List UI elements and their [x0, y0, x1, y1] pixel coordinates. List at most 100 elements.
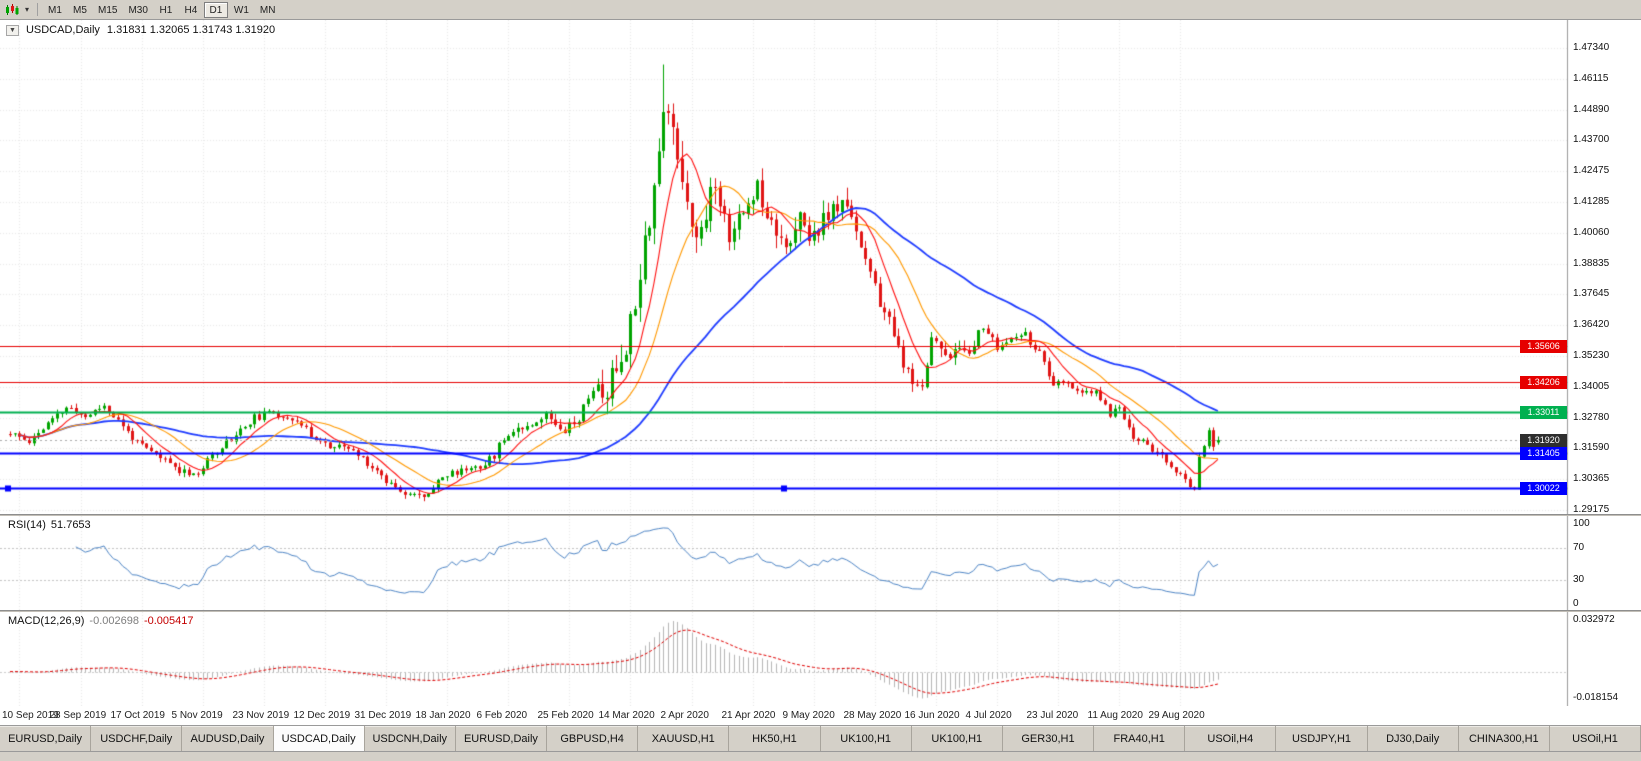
time-axis-label: 25 Feb 2020: [537, 710, 594, 721]
chart-ohlc-values: 1.31831 1.32065 1.31743 1.31920: [106, 24, 276, 36]
chart-tab-4-usdcnh-daily[interactable]: USDCNH,Daily: [364, 726, 456, 751]
price-axis-tick: 1.35230: [1573, 350, 1610, 361]
chart-tab-9-uk100-h1[interactable]: UK100,H1: [820, 726, 912, 751]
time-axis-label: 6 Feb 2020: [476, 710, 528, 721]
time-axis-label: 28 May 2020: [843, 710, 902, 721]
chart-tab-7-xauusd-h1[interactable]: XAUUSD,H1: [638, 726, 730, 751]
chart-tab-3-usdcad-daily[interactable]: USDCAD,Daily: [273, 726, 365, 751]
time-axis-label: 2 Apr 2020: [660, 710, 709, 721]
timeframe-button-m30[interactable]: M30: [128, 4, 148, 16]
rsi-axis-tick: 30: [1573, 574, 1585, 585]
chart-tab-8-hk50-h1[interactable]: HK50,H1: [729, 726, 821, 751]
time-axis-label: 29 Aug 2020: [1148, 710, 1205, 721]
macd-axis-tick: 0.032972: [1573, 614, 1615, 625]
time-axis-label: 11 Aug 2020: [1087, 710, 1143, 721]
price-axis-tick: 1.30365: [1573, 473, 1610, 485]
chart-type-dropdown-icon[interactable]: ▾: [24, 5, 29, 14]
time-axis-label: 28 Sep 2019: [49, 710, 107, 721]
chart-tab-2-audusd-daily[interactable]: AUDUSD,Daily: [182, 726, 274, 751]
price-axis-tick: 1.34005: [1573, 380, 1610, 392]
timeframe-button-m1[interactable]: M1: [48, 4, 62, 16]
chart-tab-12-fra40-h1[interactable]: FRA40,H1: [1094, 726, 1186, 751]
timeframe-buttons: M1 M5 M15 M30 H1 H4 D1 W1 MN: [43, 1, 280, 18]
chart-tab-17-usoil-h1[interactable]: USOil,H1: [1549, 726, 1641, 751]
price-axis-tick: 1.41285: [1573, 196, 1610, 207]
rsi-panel: RSI(14) 51.7653 100 70 30 0: [0, 516, 1641, 610]
symbol-dropdown-icon[interactable]: ▼: [6, 24, 19, 36]
time-axis[interactable]: 10 Sep 2019 28 Sep 2019 17 Oct 2019 5 Nov 2…: [0, 706, 1641, 726]
macd-label: MACD(12,26,9) -0.002698 -0.005417: [8, 615, 194, 627]
price-line-label: 1.30022: [1520, 482, 1567, 495]
rsi-label: RSI(14) 51.7653: [8, 519, 91, 531]
price-axis-tick: 1.29175: [1573, 504, 1610, 515]
time-axis-label: 12 Dec 2019: [293, 710, 351, 721]
chart-tab-1-usdchf-daily[interactable]: USDCHF,Daily: [91, 726, 183, 751]
panel-divider[interactable]: [0, 610, 1641, 612]
price-axis-tick: 1.40060: [1573, 226, 1610, 238]
time-axis-label: 5 Nov 2019: [171, 710, 223, 721]
timeframe-button-m15[interactable]: M15: [98, 4, 118, 16]
chart-tab-15-dj30-daily[interactable]: DJ30,Daily: [1367, 726, 1459, 751]
time-axis-label: 9 May 2020: [782, 710, 835, 721]
timeframes-toolbar: ▾ M1 M5 M15 M30 H1 H4 D1 W1 MN: [0, 0, 1641, 20]
chart-tab-5-eurusd-daily[interactable]: EURUSD,Daily: [455, 726, 548, 751]
price-line-label: 1.34206: [1520, 376, 1567, 389]
time-axis-label: 14 Mar 2020: [598, 710, 655, 721]
chart-symbol-label: USDCAD,Daily: [25, 24, 100, 36]
rsi-axis-tick: 70: [1573, 542, 1585, 553]
rsi-axis-tick: 0: [1573, 598, 1579, 609]
price-scale[interactable]: 1.47340 1.46115 1.44890 1.43700 1.42475 1.412…: [1567, 20, 1641, 515]
price-axis-tick: 1.44890: [1573, 103, 1610, 115]
candlestick-glyph: [6, 3, 19, 15]
price-axis-tick: 1.43700: [1573, 134, 1610, 146]
chart-tab-13-usoil-h4[interactable]: USOil,H4: [1185, 726, 1277, 751]
macd-axis-tick: -0.018154: [1573, 692, 1619, 703]
macd-name: MACD(12,26,9): [8, 615, 85, 627]
price-axis-tick: 1.31590: [1573, 442, 1610, 454]
time-axis-label: 17 Oct 2019: [110, 710, 165, 721]
chart-tab-14-usdjpy-h1[interactable]: USDJPY,H1: [1276, 726, 1368, 751]
time-axis-label: 21 Apr 2020: [721, 710, 776, 721]
timeframe-button-h1[interactable]: H1: [159, 4, 173, 16]
price-line-label: 1.33011: [1520, 406, 1567, 419]
time-axis-label: 23 Jul 2020: [1026, 710, 1079, 721]
timeframe-button-d1[interactable]: D1: [203, 1, 228, 18]
rsi-canvas[interactable]: [0, 516, 1641, 610]
time-axis-label: 10 Sep 2019: [2, 710, 59, 721]
time-axis-label: 16 Jun 2020: [904, 710, 960, 721]
rsi-axis-tick: 100: [1573, 518, 1590, 529]
price-axis-tick: 1.47340: [1573, 42, 1610, 53]
chart-tab-10-uk100-h1[interactable]: UK100,H1: [911, 726, 1003, 751]
macd-scale[interactable]: 0.032972 -0.018154: [1567, 612, 1641, 706]
chart-tab-6-gbpusd-h4[interactable]: GBPUSD,H4: [547, 726, 639, 751]
price-line-labels: 1.35606 1.34206 1.33011 1.31405 1.30022 1.319…: [0, 20, 1641, 514]
macd-main-value: -0.002698: [89, 615, 139, 627]
price-line-label: 1.31405: [1520, 447, 1567, 460]
panel-divider[interactable]: [0, 514, 1641, 516]
timeframe-button-mn[interactable]: MN: [259, 4, 276, 16]
macd-signal-value: -0.005417: [143, 615, 194, 627]
macd-canvas[interactable]: [0, 612, 1641, 706]
chart-tab-11-ger30-h1[interactable]: GER30,H1: [1002, 726, 1095, 751]
rsi-name: RSI(14): [8, 519, 46, 531]
timeframe-button-w1[interactable]: W1: [233, 4, 249, 16]
price-axis-tick: 1.32780: [1573, 411, 1610, 423]
timeframe-button-m5[interactable]: M5: [73, 4, 87, 16]
time-axis-label: 31 Dec 2019: [354, 710, 412, 721]
chart-title: ▼ USDCAD,Daily 1.31831 1.32065 1.31743 1…: [6, 24, 275, 36]
chart-tab-0-eurusd-daily[interactable]: EURUSD,Daily: [0, 726, 92, 751]
price-line-label: 1.31920: [1520, 434, 1567, 447]
chart-tab-bar: EURUSD,Daily USDCHF,Daily AUDUSD,Daily USDC…: [0, 726, 1641, 752]
rsi-scale[interactable]: 100 70 30 0: [1567, 516, 1641, 610]
bottom-strip: [0, 752, 1641, 761]
price-chart-canvas[interactable]: [0, 20, 1641, 514]
price-axis-tick: 1.38835: [1573, 257, 1610, 269]
timeframe-button-h4[interactable]: H4: [184, 4, 198, 16]
price-axis-tick: 1.46115: [1573, 72, 1609, 84]
chart-tab-16-china300-h1[interactable]: CHINA300,H1: [1458, 726, 1550, 751]
price-line-label: 1.35606: [1520, 340, 1567, 353]
toolbar-separator: [37, 3, 38, 16]
candlestick-chart-icon[interactable]: [3, 2, 21, 18]
macd-panel: MACD(12,26,9) -0.002698 -0.005417 0.0329…: [0, 612, 1641, 706]
